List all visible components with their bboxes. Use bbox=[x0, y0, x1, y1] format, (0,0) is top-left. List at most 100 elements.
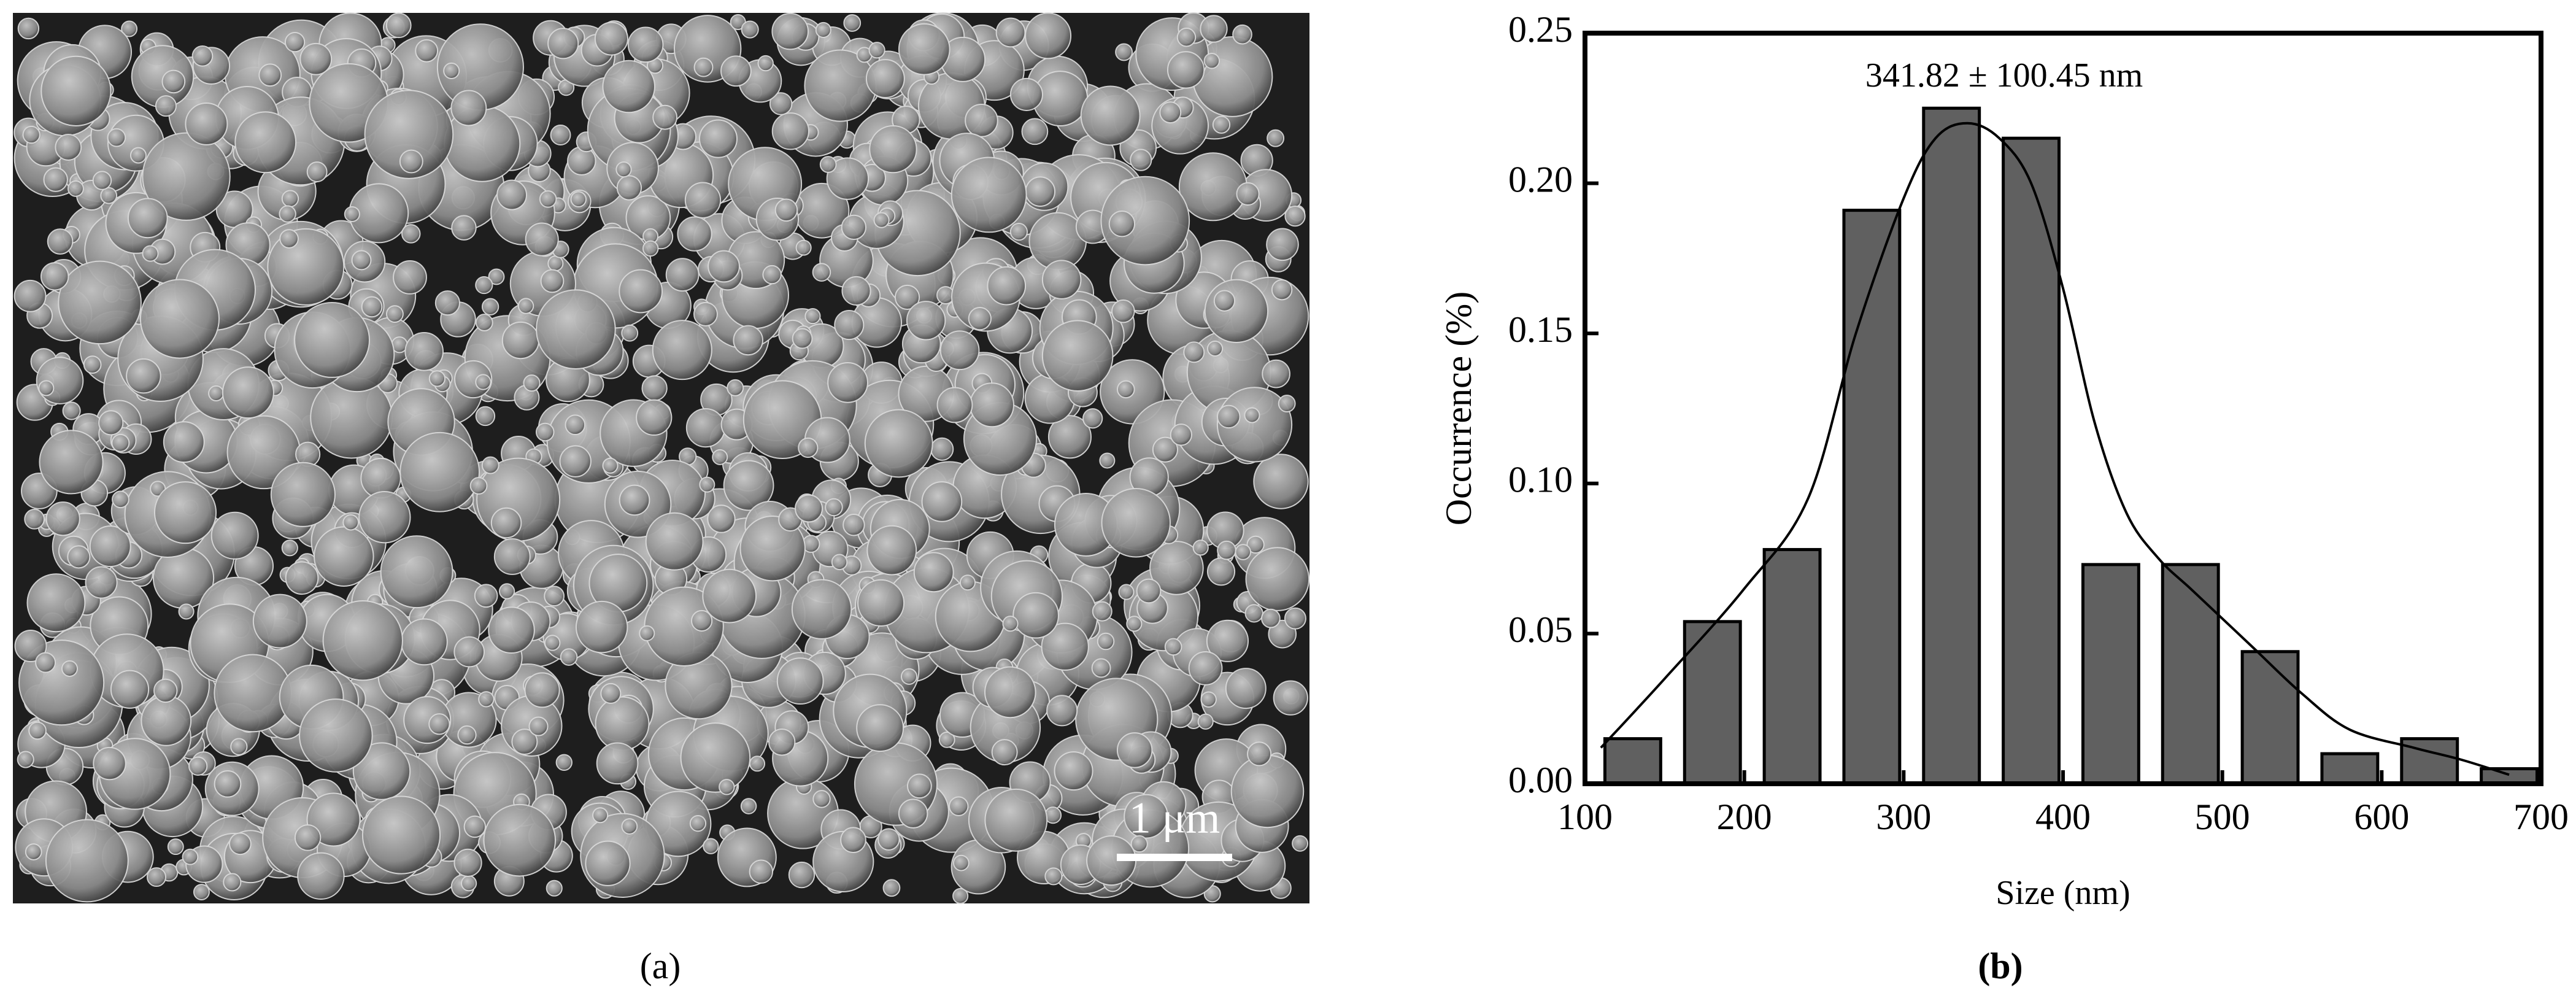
grain bbox=[1235, 544, 1252, 560]
grain bbox=[475, 406, 496, 427]
grain bbox=[968, 307, 992, 331]
grain bbox=[544, 635, 561, 651]
grain bbox=[1111, 299, 1135, 323]
grain bbox=[831, 554, 848, 571]
grain bbox=[1009, 77, 1043, 111]
grain bbox=[92, 171, 112, 190]
grain bbox=[1116, 380, 1135, 399]
grain bbox=[749, 859, 774, 884]
grain bbox=[952, 854, 970, 872]
grain bbox=[453, 636, 485, 668]
grain bbox=[279, 229, 299, 249]
grain bbox=[501, 321, 540, 360]
grain bbox=[45, 501, 80, 536]
grain bbox=[98, 410, 124, 436]
grain bbox=[451, 215, 477, 241]
grain bbox=[788, 861, 816, 889]
grain bbox=[995, 17, 1026, 48]
grain bbox=[281, 539, 298, 557]
grain bbox=[936, 387, 973, 423]
grain bbox=[38, 380, 55, 396]
grain bbox=[55, 134, 82, 161]
grain bbox=[1217, 540, 1236, 560]
grain bbox=[636, 399, 673, 436]
grain bbox=[757, 55, 774, 72]
grain bbox=[1159, 101, 1182, 124]
grain bbox=[89, 525, 131, 568]
grain bbox=[857, 579, 905, 627]
grain bbox=[483, 803, 557, 877]
grain bbox=[85, 566, 118, 599]
grain bbox=[547, 28, 579, 60]
grain bbox=[67, 545, 91, 569]
grain bbox=[987, 266, 1027, 306]
grain bbox=[488, 606, 535, 654]
grain bbox=[544, 586, 565, 607]
grain bbox=[965, 104, 998, 137]
grain bbox=[352, 742, 411, 800]
grain bbox=[913, 552, 954, 593]
grain bbox=[1021, 118, 1049, 145]
grain bbox=[40, 55, 112, 126]
grain bbox=[498, 583, 515, 600]
bar bbox=[1842, 209, 1902, 786]
grain bbox=[234, 111, 297, 174]
grain bbox=[35, 652, 56, 673]
grain bbox=[40, 262, 69, 291]
grain bbox=[951, 157, 1027, 233]
grain bbox=[1082, 408, 1103, 429]
y-tick-label: 0.20 bbox=[1508, 159, 1573, 199]
grain bbox=[517, 298, 534, 314]
grain bbox=[45, 819, 129, 903]
panel-label: (b) bbox=[1978, 946, 2023, 986]
grain bbox=[107, 128, 126, 147]
bar bbox=[2081, 563, 2140, 786]
grain bbox=[1136, 578, 1162, 604]
grain bbox=[22, 125, 40, 144]
grain bbox=[570, 191, 587, 207]
grain bbox=[769, 92, 793, 115]
grain bbox=[991, 739, 1018, 766]
grain bbox=[461, 875, 477, 892]
grain bbox=[1266, 228, 1299, 261]
grain bbox=[490, 507, 522, 539]
grain bbox=[733, 325, 763, 356]
grain bbox=[815, 21, 831, 38]
grain bbox=[1116, 732, 1153, 768]
grain bbox=[481, 298, 499, 315]
grain bbox=[1041, 320, 1114, 392]
grain bbox=[229, 832, 252, 856]
grain bbox=[621, 324, 639, 342]
grain bbox=[1206, 619, 1249, 662]
grain bbox=[1099, 452, 1116, 469]
grain bbox=[865, 59, 905, 98]
grain bbox=[841, 214, 867, 240]
grain bbox=[1261, 608, 1281, 628]
grain bbox=[434, 290, 460, 316]
grain bbox=[26, 573, 86, 633]
grain bbox=[524, 672, 560, 708]
y-tick-label: 0.05 bbox=[1508, 609, 1573, 650]
grain bbox=[1267, 129, 1285, 147]
grain bbox=[547, 255, 564, 272]
grain bbox=[616, 175, 642, 201]
bar bbox=[2002, 136, 2061, 786]
grain bbox=[841, 276, 871, 306]
grain bbox=[707, 504, 736, 533]
grain bbox=[299, 698, 373, 773]
x-tick-label: 600 bbox=[2354, 797, 2409, 837]
grain bbox=[182, 848, 199, 865]
grain bbox=[1054, 751, 1093, 791]
grain bbox=[1025, 176, 1056, 207]
grain bbox=[528, 716, 549, 736]
grain bbox=[702, 568, 757, 624]
grain bbox=[792, 328, 813, 349]
grain bbox=[708, 250, 740, 283]
grain bbox=[267, 228, 345, 306]
grain bbox=[284, 31, 306, 53]
grain bbox=[400, 618, 448, 666]
grain bbox=[689, 815, 707, 832]
grain bbox=[1124, 794, 1169, 839]
grain bbox=[193, 884, 210, 901]
grain bbox=[693, 57, 714, 77]
